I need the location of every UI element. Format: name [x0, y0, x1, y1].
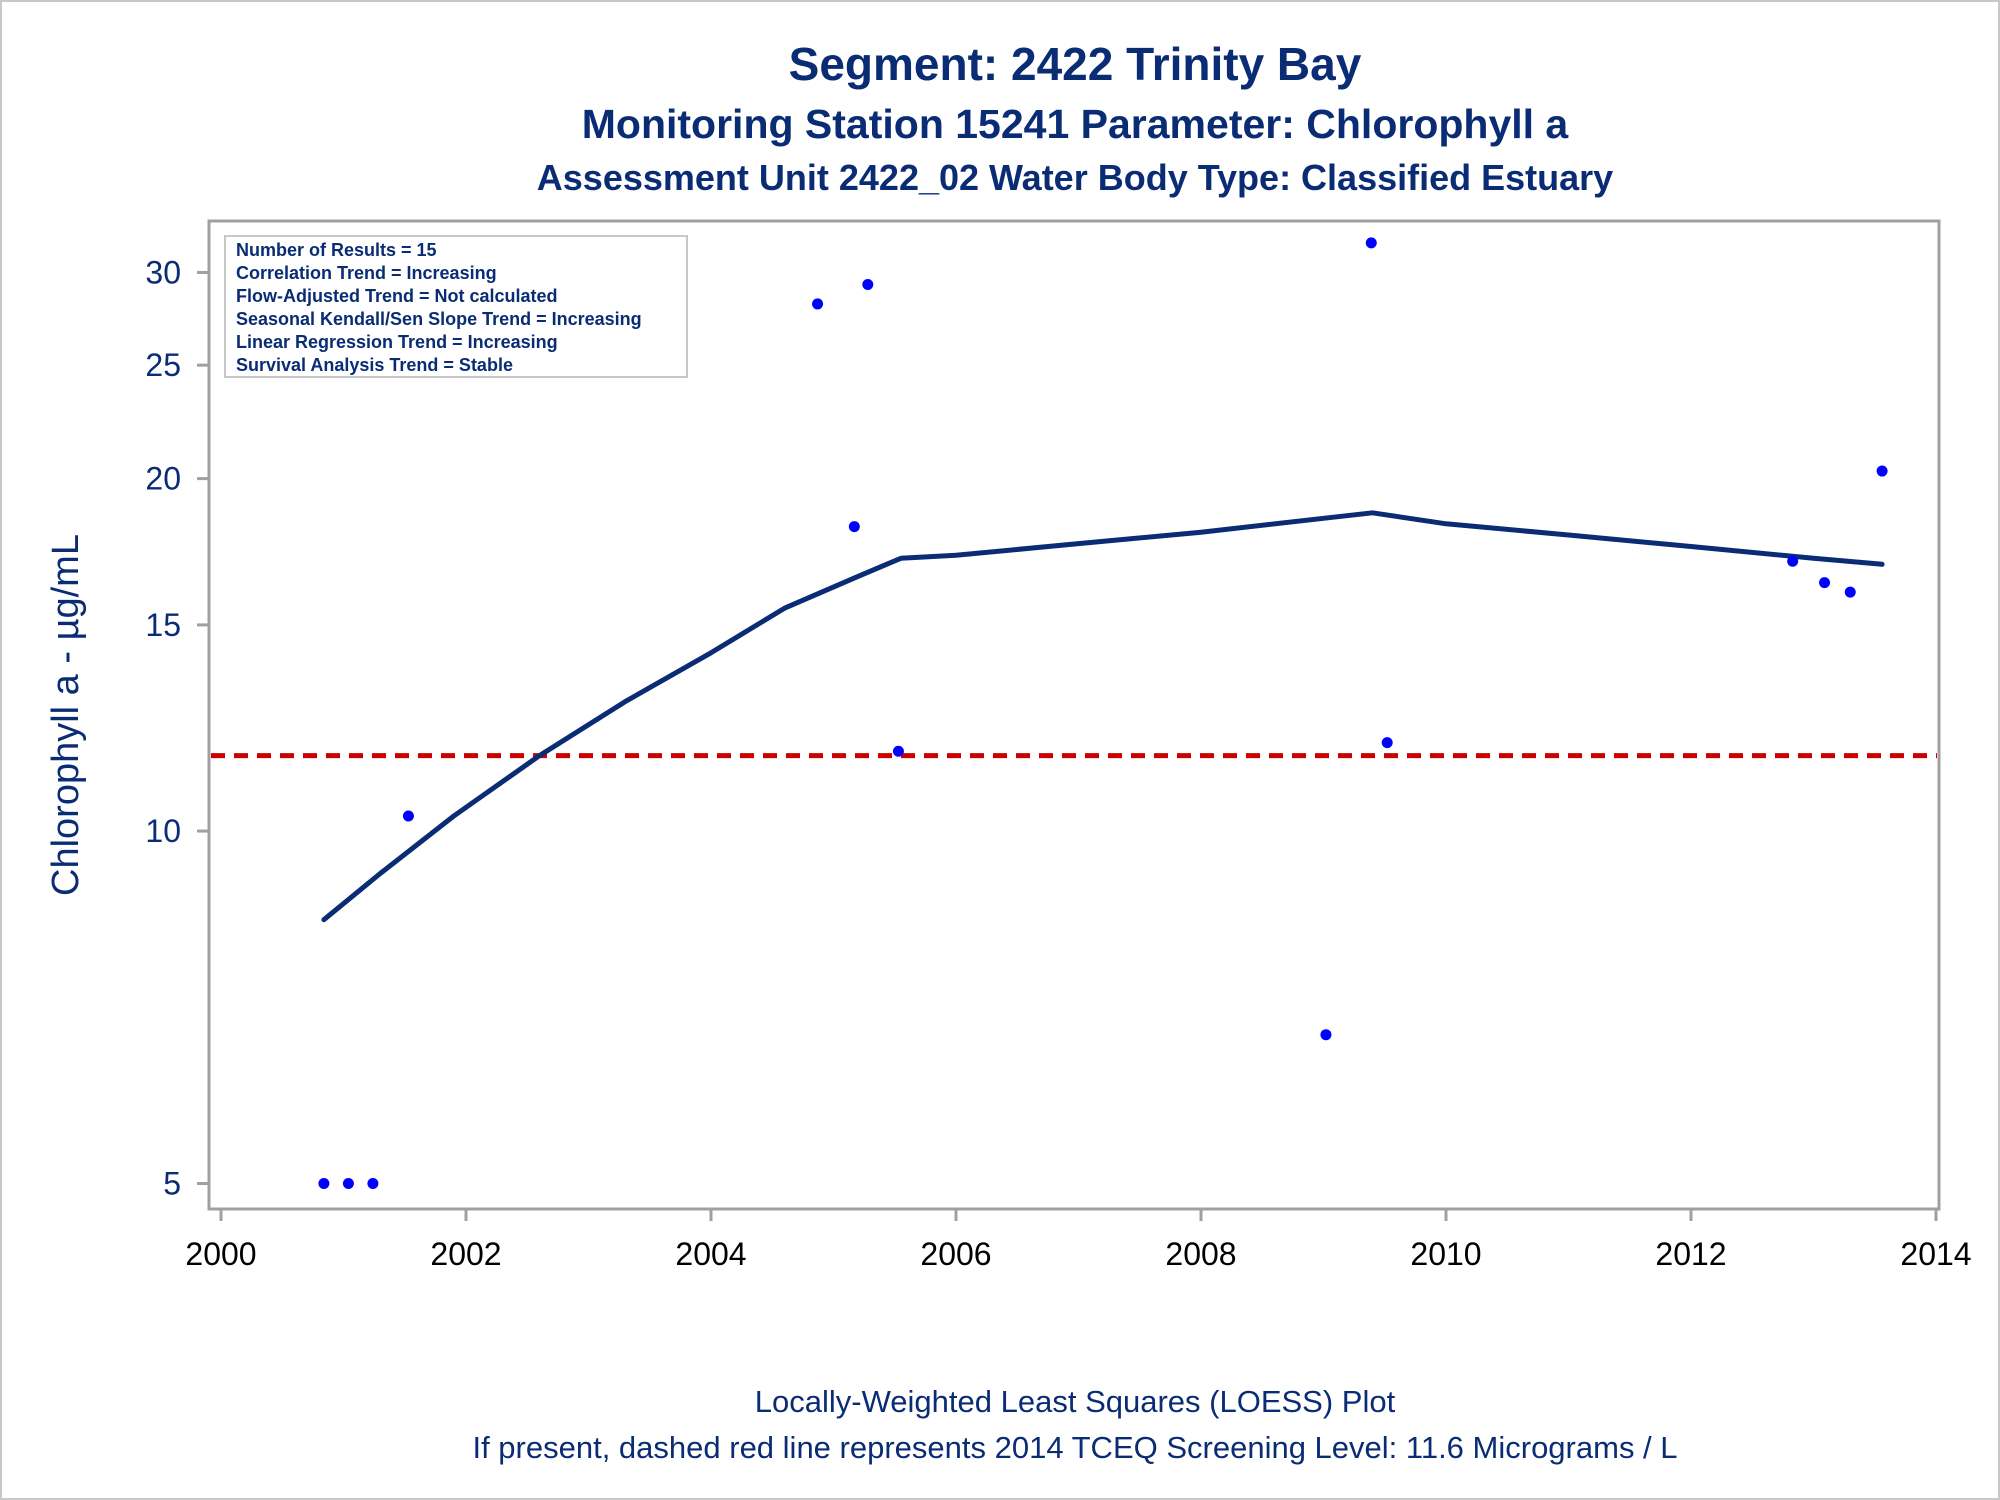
data-point: [892, 745, 904, 757]
chart-title: Segment: 2422 Trinity Bay: [789, 38, 1362, 90]
inset-line-correlation: Correlation Trend = Increasing: [236, 263, 497, 283]
x-tick-label: 2002: [430, 1236, 501, 1272]
data-point: [1819, 577, 1831, 589]
x-tick-label: 2008: [1165, 1236, 1236, 1272]
data-point: [1876, 465, 1888, 477]
y-axis: 5 10 15 20 25 30: [145, 254, 209, 1202]
x-axis: 2000 2002 2004 2006 2008 2010 2012 2014: [185, 1209, 1972, 1272]
data-point: [812, 298, 824, 310]
stats-inset-box: [224, 235, 688, 378]
chart-subtitle: Monitoring Station 15241 Parameter: Chlo…: [582, 101, 1570, 147]
inset-line-regression: Linear Regression Trend = Increasing: [236, 332, 558, 352]
y-tick-label: 30: [145, 254, 181, 290]
y-tick-label: 5: [163, 1166, 181, 1202]
y-tick-label: 25: [145, 347, 181, 383]
y-tick-label: 10: [145, 813, 181, 849]
loess-line-group: [321, 510, 1885, 923]
data-points-group: [318, 237, 1888, 1190]
x-tick-label: 2000: [185, 1236, 256, 1272]
x-tick-label: 2004: [675, 1236, 746, 1272]
data-point: [862, 278, 874, 290]
x-tick-label: 2010: [1410, 1236, 1481, 1272]
stats-inset: Number of Results = 15 Correlation Trend…: [224, 235, 688, 378]
chart-subtitle-2: Assessment Unit 2422_02 Water Body Type:…: [537, 157, 1613, 198]
data-point: [1844, 586, 1856, 598]
x-tick-label: 2014: [1900, 1236, 1971, 1272]
data-point: [1381, 737, 1393, 749]
inset-line-results: Number of Results = 15: [236, 240, 437, 260]
inset-line-kendall: Seasonal Kendall/Sen Slope Trend = Incre…: [236, 309, 642, 329]
footnote-2: If present, dashed red line represents 2…: [472, 1430, 1677, 1465]
data-point: [402, 810, 414, 822]
data-point: [367, 1178, 379, 1190]
footnote-1: Locally-Weighted Least Squares (LOESS) P…: [755, 1384, 1396, 1419]
data-point: [1787, 555, 1799, 567]
data-point: [1365, 237, 1377, 249]
plot-area: [207, 219, 1941, 1211]
data-point: [848, 521, 860, 533]
x-tick-label: 2012: [1655, 1236, 1726, 1272]
data-point: [318, 1178, 330, 1190]
inset-line-survival: Survival Analysis Trend = Stable: [236, 355, 513, 375]
y-tick-label: 20: [145, 461, 181, 497]
y-tick-label: 15: [145, 607, 181, 643]
inset-line-flow: Flow-Adjusted Trend = Not calculated: [236, 286, 558, 306]
x-tick-label: 2006: [920, 1236, 991, 1272]
loess-line: [321, 510, 1885, 923]
y-axis-label: Chlorophyll a - µg/mL: [45, 534, 87, 896]
data-point: [1320, 1029, 1332, 1041]
data-point: [342, 1178, 354, 1190]
